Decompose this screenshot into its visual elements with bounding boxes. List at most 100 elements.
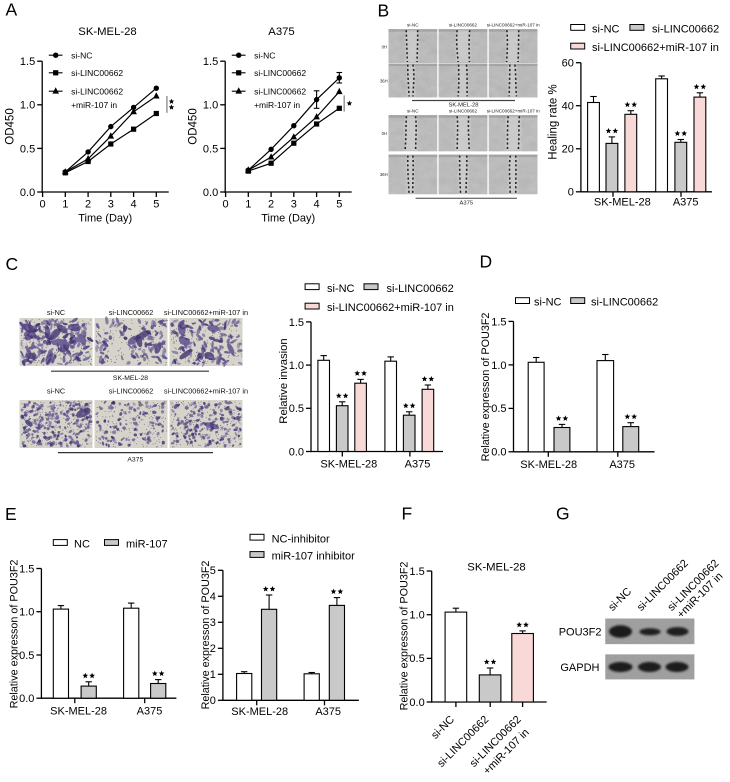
svg-text:3: 3 <box>108 199 114 211</box>
svg-text:OD450: OD450 <box>188 108 200 144</box>
svg-text:si-LINC00662: si-LINC00662 <box>449 109 478 114</box>
svg-text:Relative expresson of POU3F2: Relative expresson of POU3F2 <box>399 562 411 711</box>
svg-text:3: 3 <box>210 617 216 629</box>
svg-text:B: B <box>378 1 390 21</box>
svg-text:1: 1 <box>245 199 251 211</box>
svg-text:1.5: 1.5 <box>20 56 35 68</box>
svg-text:si-LINC00662: si-LINC00662 <box>71 87 123 97</box>
svg-text:0.5: 0.5 <box>20 143 35 155</box>
svg-text:1.0: 1.0 <box>203 100 218 112</box>
svg-text:si-LINC00662: si-LINC00662 <box>254 87 306 97</box>
svg-text:0.0: 0.0 <box>20 187 35 199</box>
svg-text:36H: 36H <box>380 172 388 177</box>
svg-text:si-LINC00662+miR-107 in: si-LINC00662+miR-107 in <box>164 387 248 396</box>
svg-text:0.0: 0.0 <box>409 697 424 709</box>
svg-text:OD450: OD450 <box>5 108 17 144</box>
svg-text:Time (Day): Time (Day) <box>261 213 315 225</box>
svg-text:SK-MEL-28: SK-MEL-28 <box>467 562 525 574</box>
svg-text:POU3F2: POU3F2 <box>559 626 602 638</box>
svg-text:A375: A375 <box>460 201 474 207</box>
svg-text:si-LINC00662: si-LINC00662 <box>591 297 658 309</box>
svg-text:0.5: 0.5 <box>19 650 34 662</box>
svg-text:si-NC: si-NC <box>407 109 419 114</box>
svg-text:1.0: 1.0 <box>491 360 506 372</box>
svg-text:0: 0 <box>568 187 574 199</box>
svg-text:60: 60 <box>562 58 574 70</box>
svg-text:GAPDH: GAPDH <box>560 662 599 674</box>
svg-text:40: 40 <box>562 101 574 113</box>
svg-text:SK-MEL-28: SK-MEL-28 <box>449 103 479 109</box>
svg-text:0.0: 0.0 <box>203 187 218 199</box>
svg-text:si-NC: si-NC <box>407 22 419 27</box>
svg-text:0.0: 0.0 <box>289 446 304 458</box>
svg-text:1.0: 1.0 <box>20 100 35 112</box>
svg-text:Relative expresson of POU3F2: Relative expresson of POU3F2 <box>9 560 21 709</box>
svg-text:A375: A375 <box>609 459 635 471</box>
svg-text:SK-MEL-28: SK-MEL-28 <box>594 197 651 209</box>
svg-text:si-NC: si-NC <box>327 283 355 295</box>
svg-text:miR-107: miR-107 <box>126 539 168 551</box>
svg-text:si-LINC00662+miR-107 in: si-LINC00662+miR-107 in <box>487 109 540 114</box>
svg-text:si-LINC00662+miR-107 in: si-LINC00662+miR-107 in <box>327 302 454 314</box>
svg-text:SK-MEL-28: SK-MEL-28 <box>78 26 136 38</box>
svg-text:si-NC: si-NC <box>429 714 457 742</box>
svg-text:0.5: 0.5 <box>289 403 304 415</box>
svg-text:A375: A375 <box>137 706 163 718</box>
svg-text:2: 2 <box>85 199 91 211</box>
svg-text:SK-MEL-28: SK-MEL-28 <box>520 459 577 471</box>
svg-text:0.0: 0.0 <box>491 447 506 459</box>
svg-text:Relative expresson of POU3F2: Relative expresson of POU3F2 <box>200 561 212 710</box>
svg-text:A375: A375 <box>405 459 431 471</box>
svg-text:4: 4 <box>314 199 320 211</box>
svg-text:0.5: 0.5 <box>203 143 218 155</box>
svg-text:20: 20 <box>562 144 574 156</box>
svg-text:A375: A375 <box>673 197 699 209</box>
svg-text:SK-MEL-28: SK-MEL-28 <box>320 459 377 471</box>
svg-text:NC-inhibitor: NC-inhibitor <box>272 533 330 545</box>
svg-text:4: 4 <box>131 199 137 211</box>
svg-text:si-LINC00662: si-LINC00662 <box>254 68 306 78</box>
svg-text:si-LINC00662: si-LINC00662 <box>109 308 154 317</box>
svg-text:0: 0 <box>210 695 216 707</box>
svg-text:si-LINC00662: si-LINC00662 <box>449 22 478 27</box>
svg-text:5: 5 <box>336 199 342 211</box>
svg-text:0.5: 0.5 <box>409 653 424 665</box>
svg-text:0: 0 <box>223 199 229 211</box>
svg-text:1.5: 1.5 <box>203 56 218 68</box>
svg-text:0.5: 0.5 <box>491 403 506 415</box>
svg-text:Time (Day): Time (Day) <box>78 213 132 225</box>
svg-text:si-LINC00662+miR-107 in: si-LINC00662+miR-107 in <box>164 308 248 317</box>
svg-text:0: 0 <box>40 199 46 211</box>
svg-text:G: G <box>556 504 570 524</box>
svg-text:Healing rate %: Healing rate % <box>548 84 560 159</box>
svg-text:A: A <box>6 0 18 20</box>
svg-text:+miR-107 in: +miR-107 in <box>71 100 117 110</box>
svg-text:Relative expresson of POU3F2: Relative expresson of POU3F2 <box>480 313 492 462</box>
svg-text:SK-MEL-28: SK-MEL-28 <box>231 706 288 718</box>
svg-text:si-NC: si-NC <box>606 586 634 614</box>
svg-text:NC: NC <box>74 539 90 551</box>
svg-text:1.0: 1.0 <box>289 360 304 372</box>
svg-text:si-LINC00662: si-LINC00662 <box>109 387 154 396</box>
svg-text:si-LINC00662+miR-107 in: si-LINC00662+miR-107 in <box>487 22 540 27</box>
svg-text:D: D <box>480 252 493 272</box>
svg-text:SK-MEL-28: SK-MEL-28 <box>50 706 107 718</box>
svg-text:1.5: 1.5 <box>491 316 506 328</box>
svg-text:si-NC: si-NC <box>71 50 92 60</box>
svg-text:1.0: 1.0 <box>409 610 424 622</box>
svg-text:5: 5 <box>153 199 159 211</box>
svg-text:0.0: 0.0 <box>19 693 34 705</box>
svg-text:1.0: 1.0 <box>19 607 34 619</box>
svg-text:+miR-107 in: +miR-107 in <box>254 100 300 110</box>
svg-text:2: 2 <box>210 643 216 655</box>
svg-text:0H: 0H <box>382 44 387 49</box>
svg-text:E: E <box>5 504 17 524</box>
svg-text:0H: 0H <box>382 131 387 136</box>
svg-text:si-LINC00662+miR-107 in: si-LINC00662+miR-107 in <box>592 42 719 54</box>
svg-text:A375: A375 <box>268 26 294 38</box>
svg-text:1: 1 <box>62 199 68 211</box>
svg-text:A375: A375 <box>127 457 143 464</box>
svg-text:2: 2 <box>268 199 274 211</box>
svg-text:5: 5 <box>210 565 216 577</box>
svg-text:si-LINC00662: si-LINC00662 <box>387 283 454 295</box>
